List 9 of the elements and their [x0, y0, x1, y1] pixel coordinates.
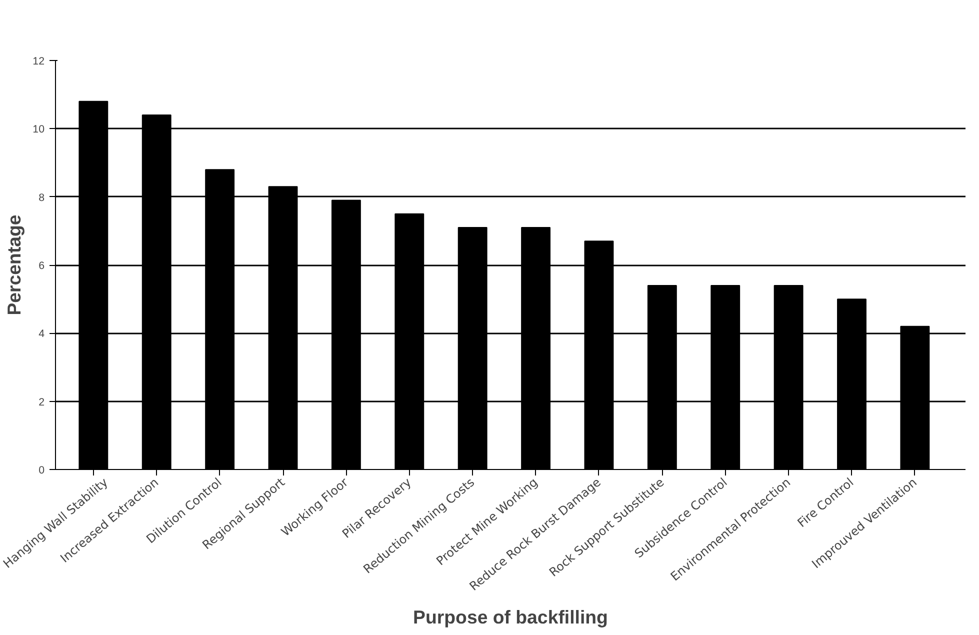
y-tick-label: 4 [38, 328, 45, 340]
y-tick-label: 0 [38, 464, 45, 476]
y-tick-label: 6 [38, 260, 45, 272]
y-tick-label: 2 [38, 396, 45, 408]
y-tick-label: 12 [32, 56, 45, 68]
y-tick-label: 10 [32, 124, 45, 136]
y-tick-label: 8 [38, 192, 45, 204]
x-axis-title: Purpose of backfilling [413, 606, 608, 628]
y-axis-title: Percentage [4, 214, 25, 316]
